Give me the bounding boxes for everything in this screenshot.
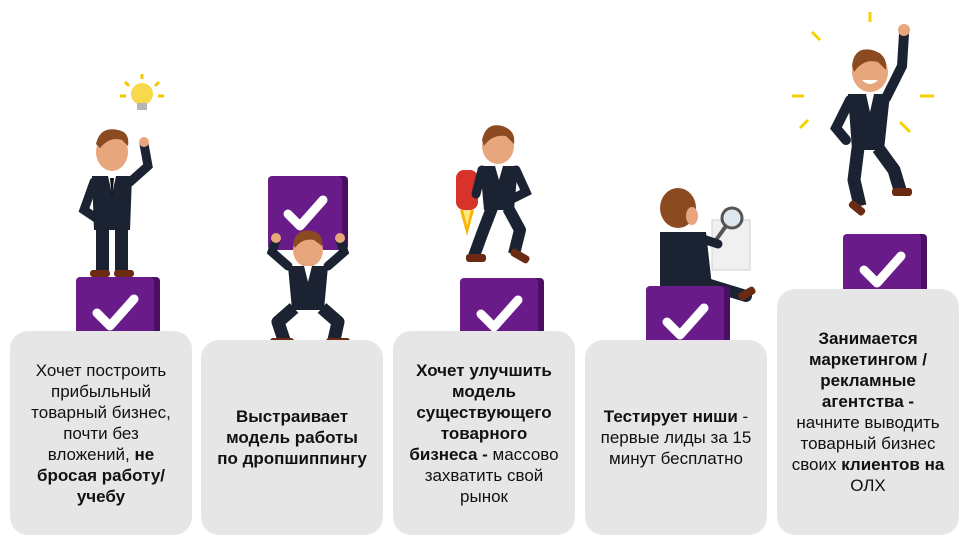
step-text-3: Хочет улучшить модель существующего това… xyxy=(409,360,559,506)
magnifier-icon xyxy=(714,206,744,242)
checkmark-icon xyxy=(859,251,906,288)
checkmark-icon xyxy=(283,195,328,231)
step-card-3: Хочет улучшить модель существующего това… xyxy=(393,331,575,535)
checkmark-icon xyxy=(476,295,523,332)
step-card-1: Хочет построить прибыльный товарный бизн… xyxy=(10,331,192,535)
step-text-2: Выстраивает модель работы по дропшиппинг… xyxy=(217,407,367,468)
lifting-man-figure xyxy=(266,230,350,346)
lightbulb-icon xyxy=(120,74,164,110)
checkmark-icon xyxy=(92,294,139,331)
checkmark-icon xyxy=(662,303,709,340)
step-card-4: Тестирует ниши - первые лиды за 15 минут… xyxy=(585,340,767,535)
celebrating-man-figure xyxy=(792,12,934,216)
jetpack-man-figure xyxy=(456,125,532,264)
step-text-4: Тестирует ниши - первые лиды за 15 минут… xyxy=(600,407,752,468)
step-card-2: Выстраивает модель работы по дропшиппинг… xyxy=(201,340,383,535)
step-text-1: Хочет построить прибыльный товарный бизн… xyxy=(31,360,171,506)
step-text-5: Занимается маркетингом / рекламные агент… xyxy=(791,329,945,495)
thinking-man-figure xyxy=(78,74,164,277)
step-card-5: Занимается маркетингом / рекламные агент… xyxy=(777,289,959,535)
